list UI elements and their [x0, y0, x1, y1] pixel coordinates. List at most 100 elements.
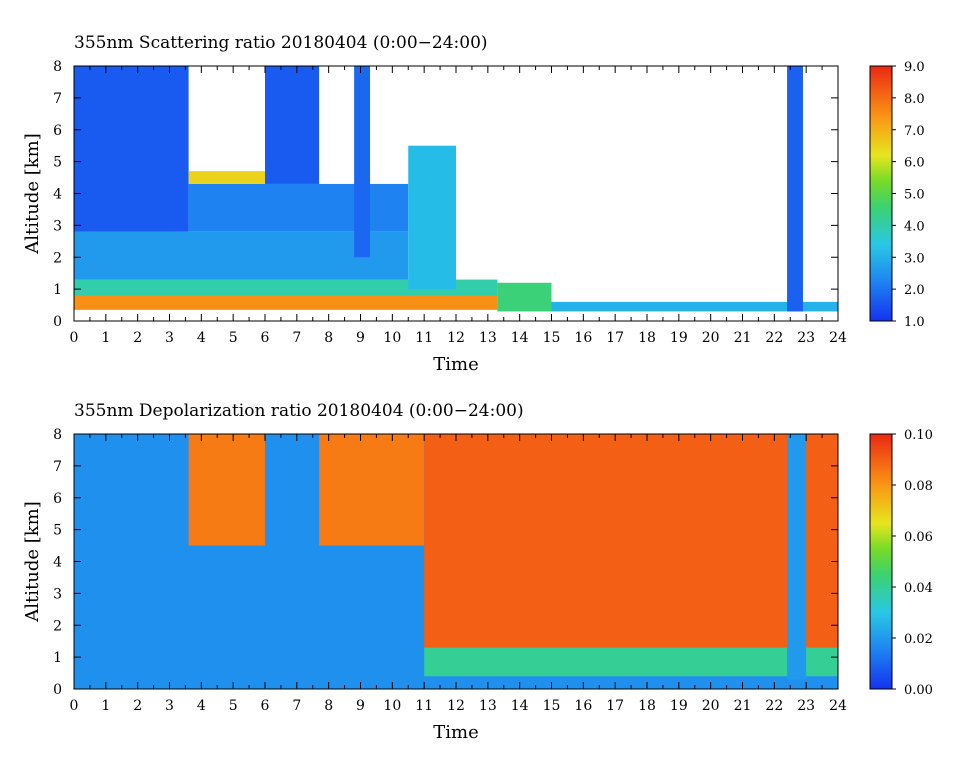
y-tick-label: 0 — [53, 314, 62, 330]
y-tick-label: 8 — [53, 427, 62, 443]
colorbar — [869, 433, 893, 690]
x-tick-label: 13 — [479, 698, 497, 714]
x-tick-label: 6 — [261, 330, 270, 346]
x-tick-label: 18 — [638, 698, 656, 714]
x-tick-label: 3 — [165, 330, 174, 346]
x-tick-label: 0 — [70, 698, 79, 714]
depolarization-ratio-panel: 355nm Depolarization ratio 20180404 (0:0… — [0, 368, 960, 753]
x-tick-label: 2 — [133, 330, 142, 346]
x-tick-label: 1 — [101, 330, 110, 346]
x-tick-label: 5 — [229, 330, 238, 346]
y-tick-label: 1 — [53, 650, 62, 666]
x-tick-label: 18 — [638, 330, 656, 346]
y-tick-label: 6 — [53, 491, 62, 507]
heatmap-cell — [74, 66, 189, 232]
colorbar-tick-label: 0.00 — [904, 683, 933, 698]
x-tick-label: 14 — [511, 698, 529, 714]
x-tick-label: 9 — [356, 698, 365, 714]
x-tick-label: 22 — [765, 698, 783, 714]
heatmap-cell — [408, 145, 456, 290]
x-tick-label: 8 — [324, 698, 333, 714]
x-axis-label: Time — [433, 354, 478, 375]
heatmap-cell — [188, 183, 409, 232]
x-tick-label: 9 — [356, 330, 365, 346]
chart-title: 355nm Depolarization ratio 20180404 (0:0… — [74, 401, 524, 421]
y-tick-label: 5 — [53, 155, 62, 171]
colorbar-tick-label: 8.0 — [904, 92, 925, 107]
y-tick-label: 0 — [53, 682, 62, 698]
x-tick-label: 15 — [543, 330, 561, 346]
y-tick-label: 7 — [53, 91, 62, 107]
y-axis-label: Altitude [km] — [22, 501, 43, 623]
y-tick-label: 2 — [53, 618, 62, 634]
x-tick-label: 19 — [670, 698, 688, 714]
scattering-ratio-chart: 355nm Scattering ratio 20180404 (0:00−24… — [22, 33, 925, 375]
x-tick-label: 1 — [101, 698, 110, 714]
x-tick-label: 22 — [765, 330, 783, 346]
x-tick-label: 20 — [702, 698, 720, 714]
x-tick-label: 8 — [324, 330, 333, 346]
x-tick-label: 24 — [829, 330, 847, 346]
x-tick-label: 7 — [292, 330, 301, 346]
heatmap-cell — [497, 282, 552, 312]
y-tick-label: 8 — [53, 59, 62, 75]
heatmap-cell — [354, 66, 371, 258]
colorbar — [869, 65, 893, 322]
y-tick-label: 3 — [53, 218, 62, 234]
x-tick-label: 16 — [574, 698, 592, 714]
x-tick-label: 23 — [797, 330, 815, 346]
chart-title: 355nm Scattering ratio 20180404 (0:00−24… — [74, 33, 488, 53]
colorbar-tick-label: 9.0 — [904, 60, 925, 75]
y-tick-label: 5 — [53, 523, 62, 539]
x-tick-label: 5 — [229, 698, 238, 714]
x-axis-label: Time — [433, 722, 478, 743]
x-tick-label: 23 — [797, 698, 815, 714]
colorbar-tick-label: 6.0 — [904, 156, 925, 171]
x-tick-label: 13 — [479, 330, 497, 346]
colorbar-tick-label: 5.0 — [904, 188, 925, 203]
y-tick-label: 2 — [53, 250, 62, 266]
x-tick-label: 19 — [670, 330, 688, 346]
heatmap-cell — [424, 647, 838, 677]
x-tick-label: 16 — [574, 330, 592, 346]
heatmap-cell — [265, 66, 320, 184]
colorbar-tick-label: 0.08 — [904, 479, 933, 494]
x-tick-label: 17 — [606, 698, 624, 714]
x-tick-label: 11 — [415, 330, 433, 346]
heatmap-cell — [319, 434, 425, 546]
y-tick-label: 6 — [53, 123, 62, 139]
colorbar-tick-label: 0.10 — [904, 428, 933, 443]
x-tick-label: 4 — [197, 330, 206, 346]
depolarization-ratio-chart: 355nm Depolarization ratio 20180404 (0:0… — [22, 401, 933, 743]
colorbar-tick-label: 7.0 — [904, 124, 925, 139]
x-tick-label: 12 — [447, 698, 465, 714]
x-tick-label: 11 — [415, 698, 433, 714]
colorbar-tick-label: 2.0 — [904, 283, 925, 298]
x-tick-label: 14 — [511, 330, 529, 346]
heatmap-cell — [424, 434, 838, 648]
x-tick-label: 21 — [734, 698, 752, 714]
heatmap-cell — [188, 434, 265, 546]
y-tick-label: 7 — [53, 459, 62, 475]
x-tick-label: 12 — [447, 330, 465, 346]
x-tick-label: 10 — [383, 698, 401, 714]
y-tick-label: 4 — [53, 555, 62, 571]
colorbar-tick-label: 3.0 — [904, 251, 925, 266]
x-tick-label: 17 — [606, 330, 624, 346]
x-tick-label: 20 — [702, 330, 720, 346]
colorbar-tick-label: 4.0 — [904, 219, 925, 234]
heatmap-cell — [74, 295, 498, 310]
x-tick-label: 3 — [165, 698, 174, 714]
heatmap-cell — [787, 66, 803, 312]
y-tick-label: 4 — [53, 187, 62, 203]
colorbar-tick-label: 0.06 — [904, 530, 933, 545]
x-tick-label: 24 — [829, 698, 847, 714]
x-tick-label: 15 — [543, 698, 561, 714]
heatmap-cell — [787, 434, 807, 680]
y-tick-label: 1 — [53, 282, 62, 298]
x-tick-label: 21 — [734, 330, 752, 346]
heatmap-cell — [74, 231, 409, 280]
colorbar-tick-label: 1.0 — [904, 315, 925, 330]
x-tick-label: 7 — [292, 698, 301, 714]
x-tick-label: 2 — [133, 698, 142, 714]
